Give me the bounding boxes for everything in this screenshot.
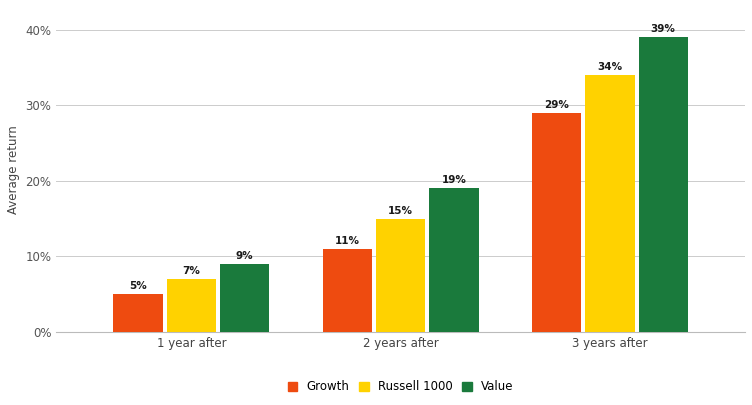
Bar [429, 188, 479, 332]
Text: 15%: 15% [388, 206, 413, 215]
Text: 29%: 29% [544, 100, 569, 110]
Legend: Growth, Russell 1000, Value: Growth, Russell 1000, Value [288, 380, 514, 393]
Y-axis label: Average return: Average return [7, 125, 20, 214]
Text: 5%: 5% [129, 281, 147, 291]
Bar [220, 264, 269, 332]
Text: 9%: 9% [236, 251, 253, 261]
Bar [532, 113, 581, 332]
Text: 11%: 11% [335, 236, 360, 246]
Text: 39%: 39% [650, 24, 676, 34]
Text: 7%: 7% [183, 266, 200, 276]
Text: 19%: 19% [441, 175, 466, 185]
Bar [323, 249, 372, 332]
Bar [638, 37, 688, 332]
Bar [376, 219, 426, 332]
Bar [167, 279, 216, 332]
Text: 34%: 34% [597, 62, 623, 72]
Bar [585, 75, 635, 332]
Bar [114, 294, 163, 332]
